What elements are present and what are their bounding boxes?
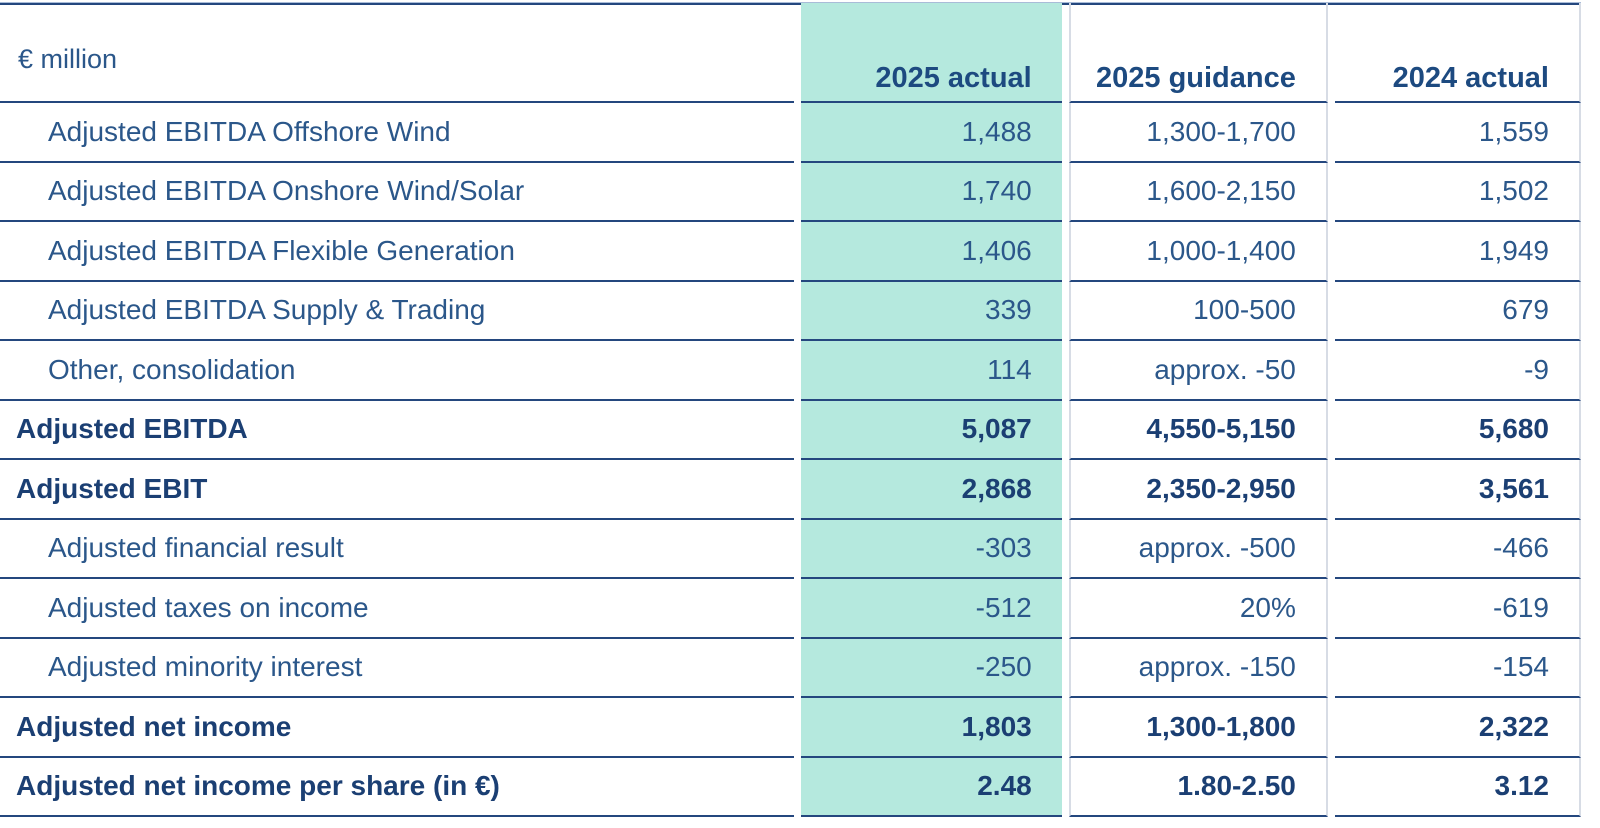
value-2025-actual: 114 [800,341,1062,401]
value-2025-guidance: 4,550-5,150 [1068,400,1328,460]
row-label: Adjusted taxes on income [0,579,794,639]
row-label: Adjusted EBITDA Flexible Generation [0,222,794,282]
table-row: Adjusted taxes on income -512 20% -619 [0,579,1581,639]
financial-results-table: € million 2025 actual 2025 guidance 2024… [0,3,1588,817]
value-2025-guidance: 1,000-1,400 [1068,222,1328,282]
value-2024-actual: 1,502 [1334,162,1581,222]
value-2025-guidance: 100-500 [1068,281,1328,341]
table-row: Adjusted EBITDA Supply & Trading 339 100-5… [0,281,1581,341]
value-2025-guidance: 1,300-1,700 [1068,103,1328,163]
value-2025-actual: 5,087 [800,400,1062,460]
column-header-2024-actual: 2024 actual [1334,3,1581,103]
value-2025-actual: -303 [800,519,1062,579]
value-2025-guidance: approx. -50 [1068,341,1328,401]
value-2025-guidance: 1.80-2.50 [1068,757,1328,817]
value-2025-guidance: 20% [1068,579,1328,639]
value-2025-actual: -250 [800,638,1062,698]
table-row: Other, consolidation 114 approx. -50 -9 [0,341,1581,401]
row-label: Adjusted EBIT [0,460,794,520]
unit-label: € million [0,3,794,103]
table-row: Adjusted EBITDA Onshore Wind/Solar 1,740 1… [0,162,1581,222]
value-2024-actual: 5,680 [1334,400,1581,460]
value-2024-actual: 679 [1334,281,1581,341]
value-2025-actual: 339 [800,281,1062,341]
header-row: € million 2025 actual 2025 guidance 2024… [0,3,1581,103]
table-row: Adjusted EBITDA 5,087 4,550-5,150 5,680 [0,400,1581,460]
value-2025-guidance: 2,350-2,950 [1068,460,1328,520]
row-label: Adjusted net income [0,698,794,758]
row-label: Adjusted minority interest [0,639,794,698]
value-2024-actual: 3,561 [1334,460,1581,520]
value-2025-actual: 1,406 [800,222,1062,282]
value-2025-actual: 1,803 [800,698,1062,758]
value-2025-guidance: 1,300-1,800 [1068,698,1328,758]
row-label: Adjusted EBITDA Offshore Wind [0,103,794,163]
value-2025-actual: 2.48 [800,757,1062,817]
table-row: Adjusted financial result -303 approx. -50… [0,519,1581,579]
table-row: Adjusted EBITDA Flexible Generation 1,406… [0,222,1581,282]
value-2024-actual: 2,322 [1334,698,1581,758]
table-row: Adjusted EBITDA Offshore Wind 1,488 1,300-… [0,103,1581,163]
row-label: Adjusted EBITDA Onshore Wind/Solar [0,163,794,222]
value-2024-actual: -619 [1334,579,1581,639]
value-2025-actual: 1,488 [800,103,1062,163]
column-header-2025-actual: 2025 actual [800,3,1062,103]
value-2024-actual: -154 [1334,638,1581,698]
value-2024-actual: 3.12 [1334,757,1581,817]
value-2024-actual: -466 [1334,519,1581,579]
table-row: Adjusted EBIT 2,868 2,350-2,950 3,561 [0,460,1581,520]
value-2025-actual: -512 [800,579,1062,639]
value-2025-guidance: approx. -150 [1068,638,1328,698]
table-row: Adjusted net income 1,803 1,300-1,800 2,322 [0,698,1581,758]
column-header-2025-guidance: 2025 guidance [1068,3,1328,103]
value-2024-actual: 1,559 [1334,103,1581,163]
value-2025-guidance: approx. -500 [1068,519,1328,579]
row-label: Adjusted financial result [0,520,794,579]
value-2024-actual: 1,949 [1334,222,1581,282]
table-row: Adjusted minority interest -250 approx. -1… [0,638,1581,698]
value-2025-guidance: 1,600-2,150 [1068,162,1328,222]
value-2025-actual: 1,740 [800,162,1062,222]
table-row: Adjusted net income per share (in €) 2.48… [0,757,1581,817]
row-label: Adjusted net income per share (in €) [0,758,794,817]
row-label: Adjusted EBITDA [0,401,794,460]
value-2024-actual: -9 [1334,341,1581,401]
value-2025-actual: 2,868 [800,460,1062,520]
row-label: Adjusted EBITDA Supply & Trading [0,282,794,341]
table-top-rule [0,2,1581,5]
row-label: Other, consolidation [0,341,794,401]
